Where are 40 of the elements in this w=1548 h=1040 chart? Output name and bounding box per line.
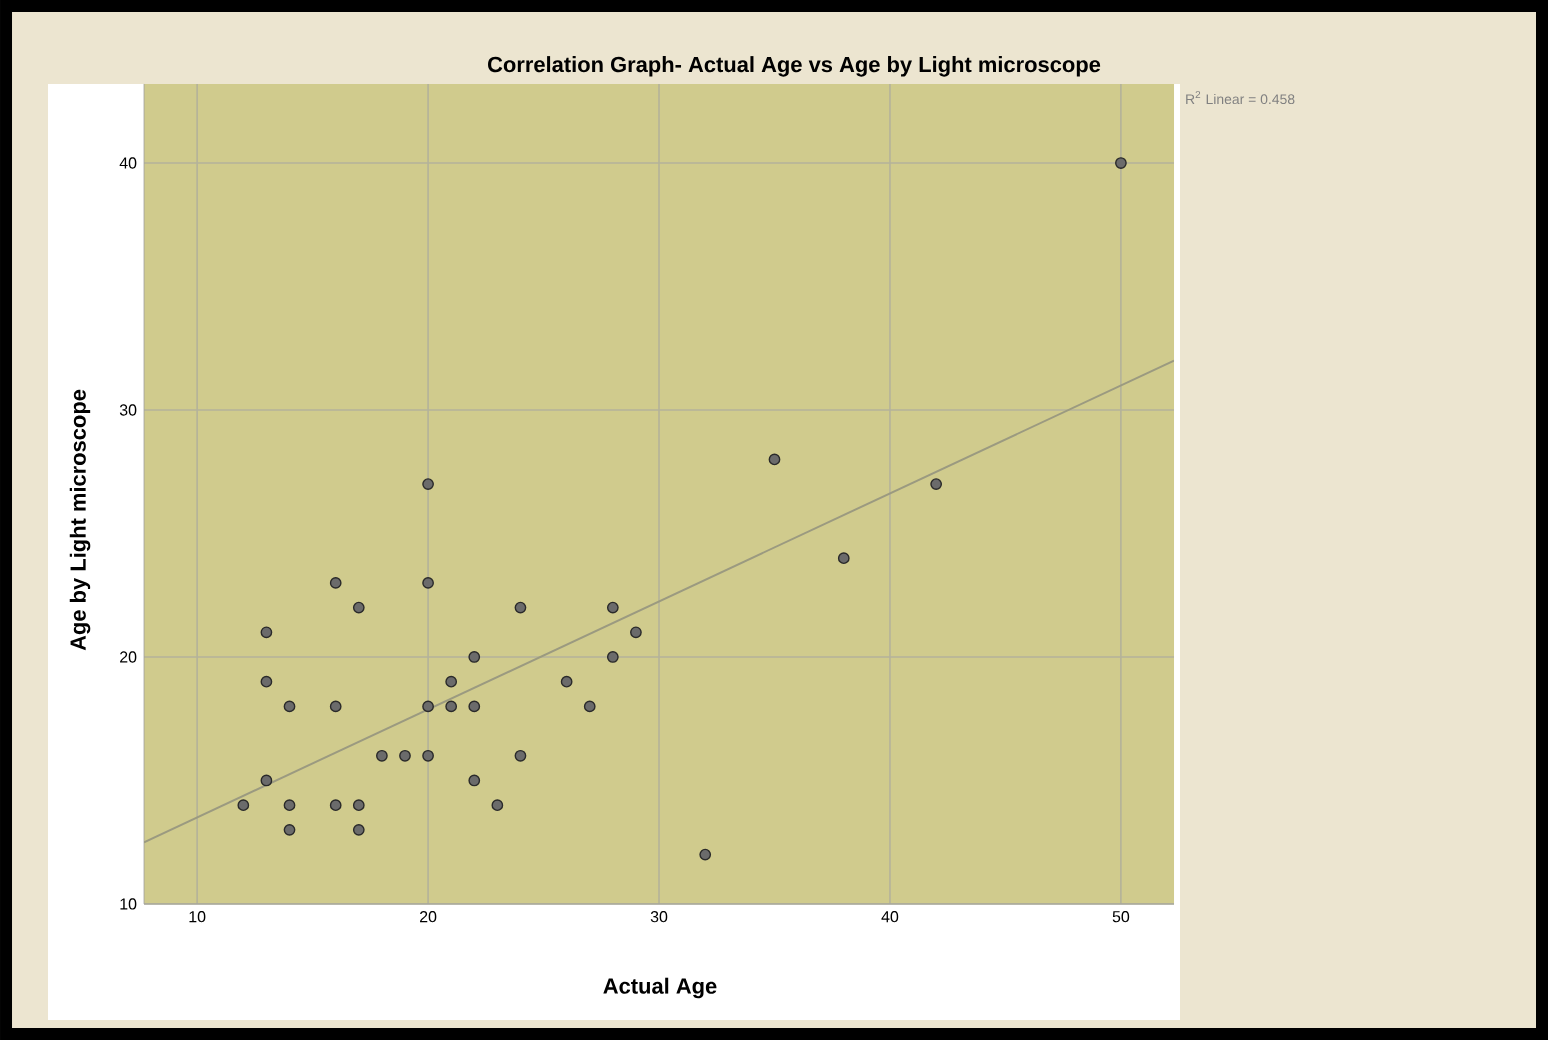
point: [422, 749, 434, 762]
x-axis-title: Actual Age: [603, 977, 717, 999]
point: [583, 700, 596, 713]
point: [283, 799, 296, 812]
point: [422, 478, 434, 490]
point: [329, 700, 342, 713]
point: [560, 675, 573, 688]
point: [514, 601, 527, 614]
point: [376, 749, 388, 762]
point: [352, 799, 365, 812]
point: [283, 823, 296, 836]
point: [422, 577, 434, 589]
point: [930, 478, 943, 490]
point: [260, 774, 273, 787]
point: [630, 626, 642, 639]
point: [491, 799, 504, 812]
point: [399, 749, 411, 762]
point: [468, 700, 481, 713]
point: [468, 774, 481, 787]
point: [606, 601, 619, 614]
point: [1115, 157, 1127, 169]
point: [329, 799, 342, 812]
point: [445, 675, 458, 688]
point: [237, 799, 250, 812]
point: [606, 651, 619, 663]
point: [468, 651, 481, 663]
point: [837, 552, 850, 565]
y-axis-title: Age by Light microscope: [69, 389, 91, 651]
point: [352, 601, 365, 614]
point: [699, 848, 712, 861]
point: [260, 626, 273, 639]
point: [352, 823, 365, 836]
point: [283, 700, 296, 713]
point: [260, 675, 273, 688]
point: [422, 700, 434, 713]
point: [514, 749, 527, 762]
point: [768, 453, 781, 466]
chart-title: Correlation Graph- Actual Age vs Age by Light microscope: [488, 56, 1101, 77]
point: [329, 577, 342, 589]
point: [445, 700, 458, 713]
